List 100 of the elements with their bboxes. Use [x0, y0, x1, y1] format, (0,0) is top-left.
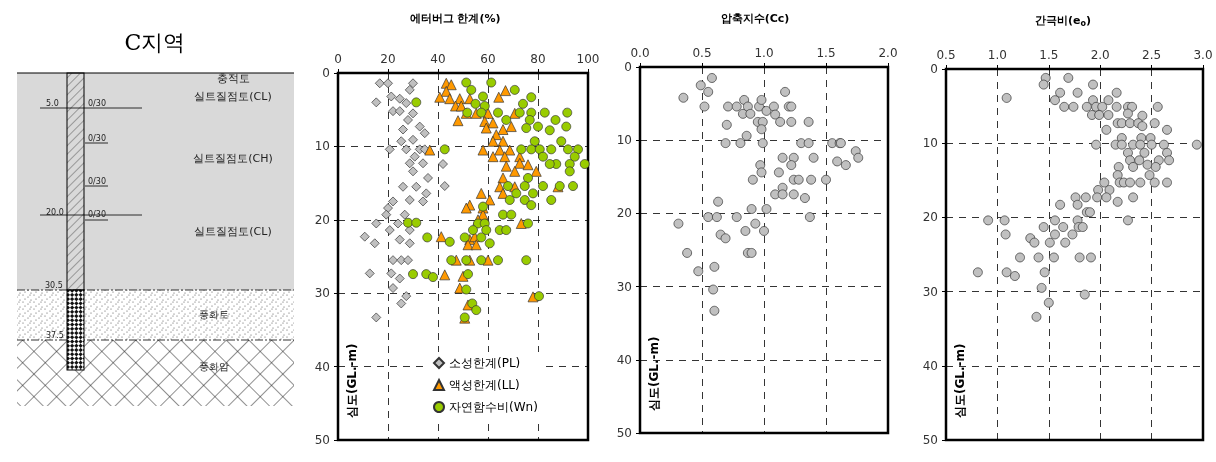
- x-tick-label: 0.5: [692, 46, 712, 60]
- point: [394, 273, 405, 284]
- point: [401, 98, 412, 108]
- y-tick-label: 40: [616, 352, 632, 367]
- text: 실트질점토(CH): [193, 152, 273, 165]
- y-axis-title: 심도(GL.-m): [953, 343, 967, 418]
- text: C지역: [124, 30, 186, 55]
- x-tick-label: 2.0: [1090, 48, 1110, 62]
- y-tick-label: 10: [922, 136, 938, 151]
- text: 0/30: [88, 134, 106, 143]
- x-tick-label: 2.0: [878, 46, 898, 60]
- y-axis-title: 심도(GL.-m): [345, 343, 359, 418]
- text: 풍화암: [199, 361, 229, 372]
- chart-title: 압축지수(Cc): [720, 12, 790, 25]
- text: 0/30: [88, 99, 106, 108]
- x-tick-label: 1.5: [1039, 48, 1059, 62]
- y-tick-label: 40: [922, 358, 938, 373]
- point: [386, 268, 397, 279]
- point: [403, 115, 413, 125]
- point: [399, 209, 410, 220]
- point: [388, 255, 398, 266]
- x-tick-label: 2.5: [1142, 48, 1162, 62]
- x-tick-label: 0.0: [630, 46, 650, 60]
- point: [396, 136, 407, 147]
- y-tick-label: 40: [314, 359, 330, 374]
- point: [418, 158, 428, 169]
- text: 풍화토: [199, 309, 229, 320]
- point: [383, 78, 393, 89]
- point: [394, 93, 405, 104]
- legend-label: 자연함수비(Wn): [449, 400, 538, 414]
- y-tick-label: 0: [322, 66, 330, 80]
- point: [423, 173, 433, 183]
- point: [439, 181, 450, 191]
- point: [414, 121, 425, 132]
- y-axis-title: 심도(GL.-m): [647, 336, 661, 411]
- x-tick-label: 20: [380, 52, 396, 66]
- point: [408, 166, 418, 177]
- text: 0/30: [88, 177, 106, 186]
- point: [411, 181, 422, 192]
- text: 0/30: [88, 210, 106, 219]
- point: [403, 255, 413, 266]
- x-tick-label: 40: [430, 52, 446, 66]
- point: [404, 225, 415, 235]
- text: 충적토: [216, 72, 250, 85]
- point: [381, 209, 392, 220]
- point: [419, 128, 430, 139]
- text: 5.0: [46, 99, 59, 108]
- x-tick-label: 0.5: [936, 48, 956, 62]
- x-tick-label: 0: [334, 52, 342, 66]
- point: [408, 134, 418, 145]
- y-tick-label: 20: [314, 212, 330, 227]
- point: [396, 298, 407, 309]
- point: [398, 181, 408, 192]
- point: [394, 106, 405, 117]
- text: 20.0: [46, 208, 64, 217]
- x-tick-label: 100: [576, 52, 600, 66]
- y-tick-label: 0: [930, 62, 938, 76]
- point: [364, 268, 375, 279]
- y-tick-label: 30: [314, 286, 330, 301]
- y-tick-label: 10: [314, 139, 330, 154]
- point: [388, 196, 398, 207]
- x-tick-label: 60: [480, 52, 496, 66]
- y-tick-label: 20: [922, 210, 938, 225]
- point: [409, 151, 420, 162]
- text: 실트질점토(CL): [194, 225, 272, 238]
- point: [408, 78, 418, 89]
- point: [401, 144, 412, 155]
- point: [398, 124, 408, 135]
- legend-label: 소성한계(PL): [449, 356, 521, 370]
- point: [386, 91, 397, 102]
- point: [418, 196, 428, 207]
- point: [384, 144, 395, 155]
- text: 37.5: [46, 331, 64, 340]
- point: [371, 312, 382, 323]
- point: [394, 234, 405, 245]
- x-tick-label: 1.5: [816, 46, 836, 60]
- x-tick-label: 1.0: [987, 48, 1007, 62]
- text: 실트질점토(CL): [194, 90, 272, 103]
- y-tick-label: 50: [922, 433, 938, 447]
- y-tick-label: 50: [616, 426, 632, 440]
- chart-title: 에터버그 한계(%): [409, 12, 501, 25]
- x-tick-label: 1.0: [754, 46, 774, 60]
- y-tick-label: 30: [616, 279, 632, 294]
- point: [384, 225, 395, 235]
- x-tick-label: 3.0: [1193, 48, 1213, 62]
- point: [359, 231, 370, 242]
- point: [404, 158, 415, 169]
- text: 30.5: [45, 281, 63, 290]
- point: [421, 188, 432, 199]
- point: [371, 97, 382, 108]
- x-tick-label: 80: [530, 52, 546, 66]
- legend-label: 액성한계(LL): [449, 378, 520, 392]
- point: [404, 195, 415, 205]
- point: [388, 283, 398, 293]
- y-tick-label: 30: [922, 284, 938, 299]
- point: [438, 159, 448, 169]
- point: [374, 78, 385, 89]
- point: [401, 291, 412, 301]
- point: [371, 218, 382, 229]
- y-tick-label: 50: [314, 433, 330, 447]
